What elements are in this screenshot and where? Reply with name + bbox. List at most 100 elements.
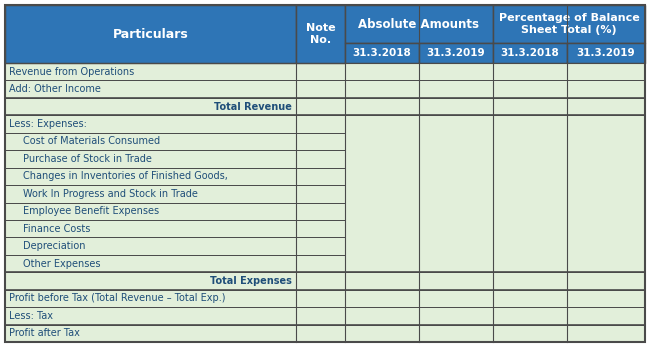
Bar [419,168,493,185]
Bar [567,115,645,272]
Bar [345,307,419,324]
Bar [5,203,296,220]
Bar [345,115,419,133]
Bar [345,324,419,342]
Text: Percentage of Balance
Sheet Total (%): Percentage of Balance Sheet Total (%) [499,13,640,35]
Bar [345,63,419,81]
Bar [345,81,419,98]
Bar [345,255,419,272]
Bar [345,272,419,290]
Bar [296,324,345,342]
Bar [296,5,345,63]
Bar [419,290,493,307]
Bar [419,81,493,98]
Bar [296,307,345,324]
Bar [419,272,493,290]
Text: Particulars: Particulars [112,27,188,41]
Bar [493,81,567,98]
Bar [567,324,645,342]
Bar [345,324,419,342]
Bar [493,115,567,133]
Bar [296,272,345,290]
Bar [5,133,296,150]
Bar [567,81,645,98]
Bar [5,98,296,115]
Bar [345,203,419,220]
Text: Total Expenses: Total Expenses [210,276,292,286]
Bar [493,324,567,342]
Bar [567,220,645,237]
Bar [567,272,645,290]
Bar [567,115,645,133]
Bar [493,307,567,324]
Bar [5,185,296,203]
Bar [419,43,493,63]
Bar [567,272,645,290]
Bar [5,168,296,185]
Bar [567,290,645,307]
Text: 31.3.2019: 31.3.2019 [426,48,486,58]
Bar [345,220,419,237]
Bar [567,324,645,342]
Text: Cost of Materials Consumed: Cost of Materials Consumed [23,136,160,146]
Bar [567,237,645,255]
Bar [419,324,493,342]
Bar [296,290,345,307]
Bar [345,43,419,63]
Bar [296,63,345,81]
Bar [296,203,345,220]
Bar [567,98,645,115]
Bar [493,133,567,150]
Bar [419,63,493,81]
Text: Depreciation: Depreciation [23,241,86,251]
Bar [345,272,419,290]
Bar [493,98,567,115]
Bar [493,63,567,81]
Text: Finance Costs: Finance Costs [23,224,90,234]
Bar [296,255,345,272]
Text: 31.3.2018: 31.3.2018 [500,48,560,58]
Bar [296,81,345,98]
Bar [567,185,645,203]
Bar [419,133,493,150]
Bar [5,115,296,133]
Bar [296,220,345,237]
Bar [419,220,493,237]
Bar [493,168,567,185]
Text: Purchase of Stock in Trade: Purchase of Stock in Trade [23,154,152,164]
Bar [493,98,567,115]
Text: Less: Tax: Less: Tax [9,311,53,321]
Bar [493,63,567,81]
Bar [296,98,345,115]
Bar [5,5,296,63]
Bar [419,237,493,255]
Bar [296,168,345,185]
Bar [567,203,645,220]
Bar [419,81,493,98]
Bar [345,115,419,272]
Bar [5,220,296,237]
Bar [567,133,645,150]
Bar [419,307,493,324]
Bar [567,63,645,81]
Text: Profit before Tax (Total Revenue – Total Exp.): Profit before Tax (Total Revenue – Total… [9,294,226,303]
Bar [296,115,345,133]
Bar [345,168,419,185]
Bar [5,272,296,290]
Bar [345,5,493,43]
Text: Changes in Inventories of Finished Goods,: Changes in Inventories of Finished Goods… [23,171,228,181]
Bar [567,98,645,115]
Bar [567,63,645,81]
Bar [493,290,567,307]
Bar [5,324,296,342]
Bar [5,150,296,168]
Bar [493,185,567,203]
Bar [345,290,419,307]
Bar [493,324,567,342]
Bar [493,220,567,237]
Bar [419,307,493,324]
Bar [493,255,567,272]
Bar [419,272,493,290]
Bar [493,150,567,168]
Bar [5,255,296,272]
